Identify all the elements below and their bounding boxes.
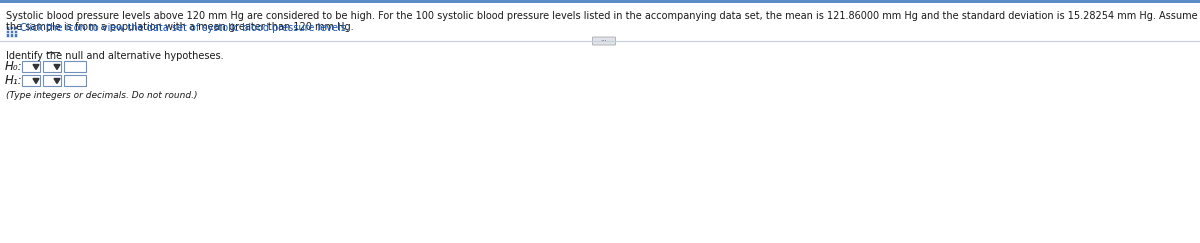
FancyBboxPatch shape: [6, 26, 10, 29]
FancyBboxPatch shape: [64, 76, 86, 87]
FancyBboxPatch shape: [10, 33, 13, 37]
FancyBboxPatch shape: [593, 37, 616, 45]
FancyBboxPatch shape: [13, 26, 17, 29]
Polygon shape: [34, 78, 38, 84]
Text: Systolic blood pressure levels above 120 mm Hg are considered to be high. For th: Systolic blood pressure levels above 120…: [6, 11, 1200, 21]
FancyBboxPatch shape: [10, 30, 13, 33]
Polygon shape: [34, 64, 38, 69]
FancyBboxPatch shape: [43, 61, 61, 72]
Polygon shape: [54, 78, 60, 84]
Polygon shape: [54, 64, 60, 69]
FancyBboxPatch shape: [64, 61, 86, 72]
FancyBboxPatch shape: [6, 33, 10, 37]
FancyBboxPatch shape: [13, 30, 17, 33]
FancyBboxPatch shape: [10, 26, 13, 29]
FancyBboxPatch shape: [22, 76, 40, 87]
FancyBboxPatch shape: [13, 33, 17, 37]
Text: Click the icon to view the data set of systolic blood pressure levels.: Click the icon to view the data set of s…: [20, 24, 349, 34]
FancyBboxPatch shape: [22, 61, 40, 72]
Text: the sample is from a population with a mean greater than 120 mm Hg.: the sample is from a population with a m…: [6, 22, 354, 32]
Text: H₀:: H₀:: [5, 61, 23, 73]
Text: (Type integers or decimals. Do not round.): (Type integers or decimals. Do not round…: [6, 91, 198, 100]
Text: ···: ···: [601, 38, 607, 44]
FancyBboxPatch shape: [0, 0, 1200, 3]
Text: H₁:: H₁:: [5, 75, 23, 87]
FancyBboxPatch shape: [43, 76, 61, 87]
Text: Identify the null and alternative hypotheses.: Identify the null and alternative hypoth…: [6, 51, 223, 61]
FancyBboxPatch shape: [6, 30, 10, 33]
